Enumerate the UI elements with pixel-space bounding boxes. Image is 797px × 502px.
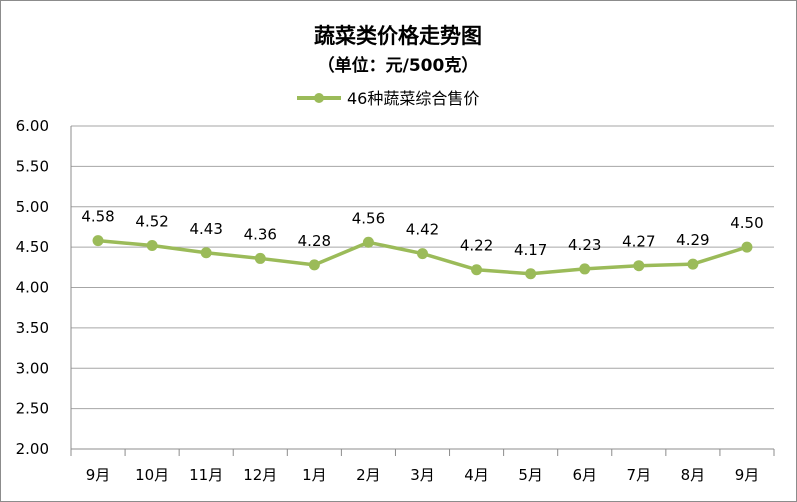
data-point [525,268,537,280]
x-tick-label: 6月 [572,466,597,484]
x-tick-label: 3月 [410,466,435,484]
x-tick-label: 7月 [627,466,652,484]
y-tick-label: 4.50 [16,238,49,256]
data-point [633,260,645,272]
axes [70,126,775,456]
data-point [471,264,483,276]
data-label: 4.42 [406,221,439,239]
data-label: 4.58 [81,208,114,226]
data-labels: 4.58 4.52 4.43 4.36 4.28 4.56 4.42 4.22 4.17 4.23… [81,208,763,259]
chart-title: 蔬菜类价格走势图 [314,24,482,48]
data-point [200,247,212,259]
data-point [146,240,158,252]
y-tick-label: 5.00 [16,198,49,216]
y-tick-label: 2.50 [16,400,49,418]
data-point [417,248,428,260]
data-label: 4.52 [135,213,168,231]
data-label: 4.28 [298,232,331,250]
y-tick-label: 3.50 [16,319,49,337]
data-label: 4.36 [244,225,277,243]
data-point [254,252,266,264]
legend: 46种蔬菜综合售价 [297,89,479,108]
data-label: 4.50 [730,214,763,232]
data-point [362,236,374,248]
x-tick-label: 11月 [189,466,223,484]
legend-label: 46种蔬菜综合售价 [347,89,479,108]
legend-marker-swatch [314,93,324,103]
y-tick-label: 2.00 [16,440,49,458]
data-point [92,235,104,247]
x-tick-label: 5月 [518,466,543,484]
data-point [687,258,699,270]
data-label: 4.17 [514,241,547,259]
y-tick-label: 6.00 [16,117,49,135]
series-line [92,235,753,280]
x-tick-label: 9月 [86,466,111,484]
data-label: 4.56 [352,209,385,227]
y-tick-labels: 2.00 2.50 3.00 3.50 4.00 4.50 5.00 5.50 6.00 [16,117,49,458]
x-tick-label: 4月 [464,466,489,484]
chart-subtitle: （单位：元/500克） [318,55,479,76]
data-label: 4.22 [460,237,493,255]
x-tick-label: 2月 [356,466,381,484]
x-tick-label: 1月 [302,466,327,484]
y-tick-label: 5.50 [16,157,49,175]
x-tick-label: 9月 [735,466,760,484]
gridlines [71,125,774,410]
data-point [308,259,320,271]
data-point [741,241,753,253]
y-tick-label: 3.00 [16,359,49,377]
data-label: 4.43 [189,220,222,238]
x-tick-label: 8月 [681,466,706,484]
data-point [579,263,591,275]
data-label: 4.27 [622,233,655,251]
x-tick-labels: 9月 10月 11月 12月 1月 2月 3月 4月 5月 6月 7月 8月 9月 [86,466,759,484]
y-tick-label: 4.00 [16,279,49,297]
x-tick-label: 10月 [135,466,169,484]
data-label: 4.29 [676,231,709,249]
data-label: 4.23 [568,236,601,254]
x-tick-label: 12月 [243,466,277,484]
